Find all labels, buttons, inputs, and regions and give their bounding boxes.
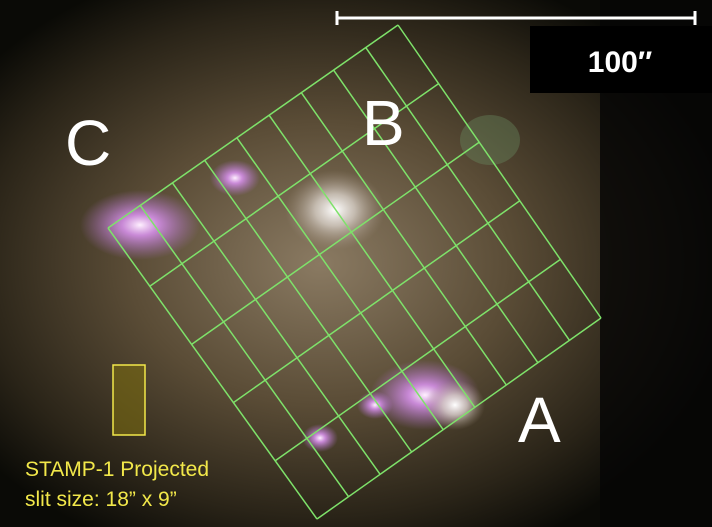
grid-line	[149, 82, 440, 287]
grid-line	[236, 137, 444, 431]
grid-line	[232, 200, 521, 404]
region	[80, 190, 200, 260]
grid-line	[274, 258, 561, 462]
grid-line	[171, 182, 381, 475]
caption-line: STAMP-1 Projected	[25, 458, 209, 481]
caption-line: slit size: 18” x 9”	[25, 488, 177, 511]
scale-label: 100″	[588, 46, 652, 79]
grid-line	[107, 227, 318, 520]
slit-box	[112, 364, 146, 436]
grid-line	[300, 92, 507, 386]
grid-line	[268, 114, 476, 408]
region	[425, 380, 485, 430]
grid-line	[332, 69, 539, 364]
region	[357, 391, 393, 419]
region	[210, 160, 260, 196]
grid-line	[191, 141, 480, 346]
grid-overlay	[107, 24, 602, 520]
grid-line	[397, 24, 602, 319]
grid-line	[204, 159, 413, 453]
label-a: A	[518, 384, 561, 456]
label-b: B	[362, 87, 405, 159]
grid-line	[365, 47, 571, 341]
grid-line	[316, 317, 602, 520]
grid-line	[107, 24, 399, 229]
region	[460, 115, 520, 165]
label-c: C	[65, 107, 111, 179]
scale-box	[530, 26, 712, 93]
grid-line	[139, 205, 350, 498]
